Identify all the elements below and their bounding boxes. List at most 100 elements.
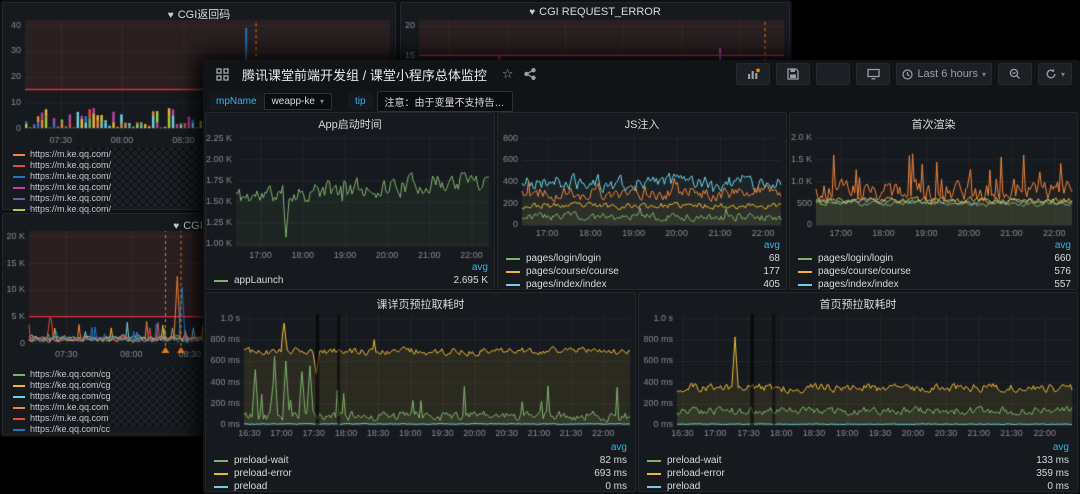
dashboard-title[interactable]: 腾讯课堂前端开发组 / 课堂小程序总体监控 bbox=[242, 65, 487, 84]
series-color-dash bbox=[214, 486, 228, 488]
course-preload-graph[interactable] bbox=[206, 309, 635, 439]
dashboard-grid-icon[interactable] bbox=[216, 68, 229, 81]
series-color-dash bbox=[647, 473, 661, 475]
legend-header-avg: avg bbox=[214, 441, 627, 454]
refresh-interval-caret[interactable]: ▾ bbox=[1061, 70, 1065, 79]
series-label: https://m.ke.qq.com/ bbox=[30, 204, 111, 215]
legend-item[interactable]: pages/course/course 576 bbox=[798, 265, 1071, 278]
series-color-dash bbox=[798, 284, 812, 286]
first-render-graph[interactable] bbox=[790, 129, 1077, 239]
series-label: pages/course/course bbox=[526, 265, 619, 278]
series-color-dash bbox=[647, 460, 661, 462]
settings-gear-icon[interactable] bbox=[816, 63, 850, 85]
series-label: https://ke.qq.com/cg bbox=[30, 380, 111, 391]
variable-mpname-label: mpName bbox=[209, 93, 264, 110]
legend-course-preload: avgpreload-wait82 mspreload-error693 msp… bbox=[214, 441, 627, 493]
series-color-dash bbox=[798, 271, 812, 273]
series-label: preload-wait bbox=[667, 454, 721, 467]
legend-first-render: avgpages/login/login660pages/course/cour… bbox=[798, 239, 1071, 289]
legend-item[interactable]: pages/course/course 177 bbox=[506, 265, 780, 278]
series-avg-value: 576 bbox=[1054, 265, 1071, 278]
series-label: https://m.ke.qq.com/ bbox=[30, 160, 111, 171]
panel-first-render[interactable]: 首次渲染 avgpages/login/login660pages/course… bbox=[789, 112, 1078, 290]
series-label: preload bbox=[234, 480, 267, 493]
variable-tip-text: 注意：由于变量不支持告… bbox=[377, 91, 513, 112]
series-color-dash bbox=[214, 473, 228, 475]
series-label: https://m.ke.qq.com/ bbox=[30, 193, 111, 204]
series-label: https://ke.qq.com/cg bbox=[30, 369, 111, 380]
series-color-dash bbox=[13, 209, 25, 211]
legend-header-avg: avg bbox=[798, 239, 1071, 252]
save-icon[interactable] bbox=[776, 63, 810, 85]
legend-header-avg: avg bbox=[214, 261, 488, 274]
series-color-dash bbox=[214, 280, 228, 282]
series-avg-value: 0 ms bbox=[605, 480, 627, 493]
legend-header-avg: avg bbox=[506, 239, 780, 252]
variable-mpname-select[interactable]: weapp-ke ▾ bbox=[264, 93, 332, 110]
series-label: https://ke.qq.com/cc bbox=[30, 424, 110, 435]
refresh-button[interactable]: ▾ bbox=[1038, 63, 1072, 85]
legend-item[interactable]: pages/login/login 68 bbox=[506, 252, 780, 265]
series-label: https://m.ke.qq.com bbox=[30, 413, 109, 424]
series-label: pages/login/login bbox=[526, 252, 601, 265]
series-label: pages/index/index bbox=[526, 278, 607, 289]
series-label: https://m.ke.qq.com bbox=[30, 402, 109, 413]
series-color-dash bbox=[13, 187, 25, 189]
series-label: https://m.ke.qq.com/ bbox=[30, 149, 111, 160]
legend-item[interactable]: pages/login/login 660 bbox=[798, 252, 1071, 265]
app-launch-graph[interactable] bbox=[206, 129, 494, 261]
legend-app-launch: avgappLaunch2.695 K bbox=[214, 261, 488, 287]
series-avg-value: 68 bbox=[769, 252, 780, 265]
series-label: https://ke.qq.com/cg bbox=[30, 391, 111, 402]
series-label: preload-wait bbox=[234, 454, 288, 467]
series-avg-value: 133 ms bbox=[1036, 454, 1069, 467]
legend-item[interactable]: preload 0 ms bbox=[647, 480, 1069, 493]
series-avg-value: 405 bbox=[763, 278, 780, 289]
panel-js-inject[interactable]: JS注入 avgpages/login/login68pages/course/… bbox=[497, 112, 787, 290]
chevron-down-icon: ▾ bbox=[320, 97, 324, 106]
series-avg-value: 693 ms bbox=[594, 467, 627, 480]
dashboard-variables-row: mpName weapp-ke ▾ tip 注意：由于变量不支持告… bbox=[203, 90, 1080, 112]
chevron-down-icon: ▾ bbox=[982, 70, 986, 79]
panel-index-preload[interactable]: 首页预拉取耗时 avgpreload-wait133 mspreload-err… bbox=[638, 292, 1078, 492]
legend-item[interactable]: preload-error359 ms bbox=[647, 467, 1069, 480]
star-icon[interactable]: ☆ bbox=[502, 66, 514, 82]
analytics-button[interactable] bbox=[736, 63, 770, 85]
series-label: preload bbox=[667, 480, 700, 493]
legend-js-inject: avgpages/login/login68pages/course/cours… bbox=[506, 239, 780, 289]
series-label: https://m.ke.qq.com/ bbox=[30, 171, 111, 182]
time-range-picker[interactable]: Last 6 hours ▾ bbox=[896, 63, 992, 85]
dashboard-navbar: 腾讯课堂前端开发组 / 课堂小程序总体监控 ☆ Last 6 hours ▾ bbox=[203, 60, 1080, 88]
series-avg-value: 660 bbox=[1054, 252, 1071, 265]
series-color-dash bbox=[13, 418, 25, 420]
legend-item[interactable]: preload-wait82 ms bbox=[214, 454, 627, 467]
panel-app-launch-time[interactable]: App启动时间 avgappLaunch2.695 K bbox=[205, 112, 495, 290]
legend-item[interactable]: pages/index/index557 bbox=[798, 278, 1071, 289]
kiosk-monitor-icon[interactable] bbox=[856, 63, 890, 85]
legend-item[interactable]: preload-error693 ms bbox=[214, 467, 627, 480]
legend-item[interactable]: appLaunch2.695 K bbox=[214, 274, 488, 287]
series-color-dash bbox=[13, 165, 25, 167]
series-color-dash bbox=[647, 486, 661, 488]
series-color-dash bbox=[13, 396, 25, 398]
series-color-dash bbox=[13, 154, 25, 156]
legend-item[interactable]: preload 0 ms bbox=[214, 480, 627, 493]
series-label: pages/course/course bbox=[818, 265, 911, 278]
js-inject-graph[interactable] bbox=[498, 129, 786, 239]
panel-course-preload[interactable]: 课详页预拉取耗时 avgpreload-wait82 mspreload-err… bbox=[205, 292, 636, 492]
series-color-dash bbox=[506, 271, 520, 273]
series-label: pages/login/login bbox=[818, 252, 893, 265]
series-color-dash bbox=[506, 284, 520, 286]
series-avg-value: 557 bbox=[1054, 278, 1071, 289]
index-preload-graph[interactable] bbox=[639, 309, 1077, 439]
legend-item[interactable]: preload-wait 133 ms bbox=[647, 454, 1069, 467]
series-avg-value: 0 ms bbox=[1047, 480, 1069, 493]
series-color-dash bbox=[214, 460, 228, 462]
time-range-label: Last 6 hours bbox=[917, 68, 978, 80]
series-color-dash bbox=[13, 385, 25, 387]
share-icon[interactable] bbox=[524, 68, 536, 80]
zoom-out-icon[interactable] bbox=[998, 63, 1032, 85]
series-avg-value: 359 ms bbox=[1036, 467, 1069, 480]
legend-item[interactable]: pages/index/index 405 bbox=[506, 278, 780, 289]
series-avg-value: 177 bbox=[763, 265, 780, 278]
